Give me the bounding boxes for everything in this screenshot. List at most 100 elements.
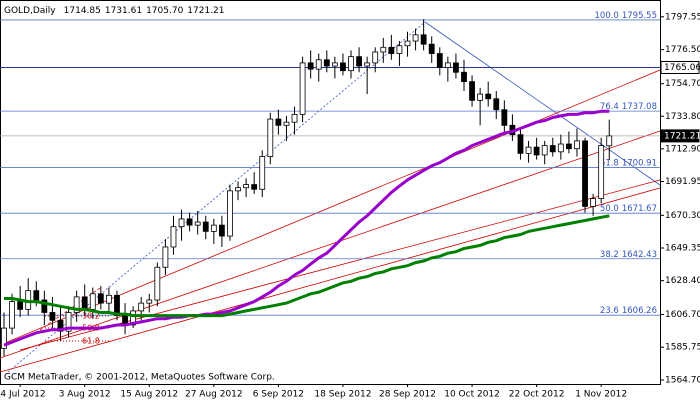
candle-body (194, 221, 201, 226)
fib-price: 1671.67 (622, 204, 657, 214)
x-tick-label: 3 Aug 2012 (59, 390, 111, 400)
fib-level: 76.4 (600, 102, 619, 112)
candle-body (65, 312, 72, 332)
x-tick-label: 28 Sep 2012 (379, 390, 436, 400)
moving-average (3, 109, 610, 347)
fib-level: 38.2 (600, 249, 619, 259)
x-tick-label: 1 Nov 2012 (575, 390, 627, 400)
candle-body (380, 46, 387, 53)
symbol: GOLD,Daily (4, 6, 56, 16)
chart-title: GOLD,Daily 1714.85 1731.61 1705.70 1721.21 (4, 6, 225, 16)
candle-body (130, 310, 137, 326)
candle-body (412, 34, 419, 42)
candle-body (566, 143, 572, 150)
y-tick-label: 1754.70 (665, 79, 700, 89)
candle-body (299, 62, 306, 115)
y-tick-label: 1564.70 (665, 376, 700, 386)
candle-body (340, 62, 346, 72)
trend-line (0, 187, 661, 373)
candle-body (541, 145, 548, 156)
candle-body (218, 224, 225, 237)
candle-body (388, 46, 395, 54)
candle-body (461, 71, 467, 83)
candle-body (557, 143, 564, 153)
candle-body (57, 319, 64, 332)
price-box (660, 60, 700, 74)
small-fib-label: 38.2 (82, 312, 100, 321)
x-tick-label: 10 Oct 2012 (444, 390, 500, 400)
y-tick-label: 1628.40 (665, 276, 700, 286)
price-label: 1765.06 (664, 63, 700, 73)
candle-body (114, 294, 120, 317)
candle-body (420, 34, 427, 45)
candle-body (170, 226, 177, 248)
candle-body (436, 53, 443, 68)
y-tick-label: 1585.75 (665, 343, 700, 353)
candle-body (146, 299, 153, 304)
candle-body (178, 218, 185, 228)
header-high: 1731.61 (105, 6, 142, 16)
candle-body (283, 121, 290, 126)
x-tick-label: 15 Aug 2012 (120, 390, 178, 400)
y-tick-label: 1606.70 (665, 310, 700, 320)
candle-body (154, 266, 161, 301)
fib-price: 1606.26 (622, 306, 657, 316)
x-tick-label: 6 Sep 2012 (253, 390, 304, 400)
down-trend-line (424, 21, 661, 186)
candle-body (243, 184, 250, 189)
x-tick-label: 27 Aug 2012 (185, 390, 243, 400)
candle-body (235, 187, 241, 192)
header-open: 1714.85 (64, 6, 101, 16)
candle-body (372, 51, 379, 64)
fib-level: 61.8 (600, 158, 619, 168)
y-tick-label: 1776.50 (665, 45, 700, 55)
candle-body (444, 62, 451, 68)
candle-body (606, 135, 613, 147)
candle-body (291, 113, 298, 123)
candle-body (106, 294, 112, 304)
candle-body (251, 184, 258, 190)
fib-price: 1737.08 (622, 102, 657, 112)
candle-body (517, 134, 524, 154)
price-box (660, 129, 700, 143)
header-close: 1721.21 (187, 6, 224, 16)
y-tick-label: 1797.55 (665, 12, 700, 22)
candle-body (404, 40, 411, 47)
candle-body (501, 109, 508, 126)
candle-body (73, 296, 80, 313)
fib-price: 1700.91 (622, 158, 657, 168)
candle-body (97, 293, 104, 304)
candle-body (582, 140, 588, 207)
price-label: 1721.21 (664, 131, 700, 141)
candle-body (453, 62, 459, 73)
candle-body (331, 62, 338, 67)
candle-body (396, 45, 403, 54)
moving-average (4, 214, 610, 318)
fib-price: 1642.43 (622, 249, 657, 259)
candle-body (525, 146, 532, 154)
candle-body (590, 198, 597, 207)
candle-body (485, 93, 492, 100)
y-tick-label: 1649.35 (665, 243, 700, 253)
candle-body (186, 218, 193, 226)
candle-body (533, 146, 540, 156)
candle-body (9, 301, 15, 329)
candle-body (1, 327, 7, 349)
y-tick-label: 1670.30 (665, 211, 700, 221)
candle-body (227, 190, 233, 237)
y-tick-label: 1712.90 (665, 144, 700, 154)
candle-body (477, 93, 484, 101)
fib-level: 50.0 (600, 204, 619, 214)
candle-body (33, 290, 40, 301)
candle-body (89, 293, 96, 310)
fib-level: 100.0 (595, 10, 619, 20)
fib-level: 23.6 (600, 306, 619, 316)
candle-body (17, 301, 24, 310)
candle-body (259, 156, 266, 190)
candle-body (323, 59, 330, 67)
candle-body (162, 246, 169, 268)
x-tick-label: 18 Sep 2012 (314, 390, 371, 400)
x-tick-label: 22 Oct 2012 (509, 390, 565, 400)
